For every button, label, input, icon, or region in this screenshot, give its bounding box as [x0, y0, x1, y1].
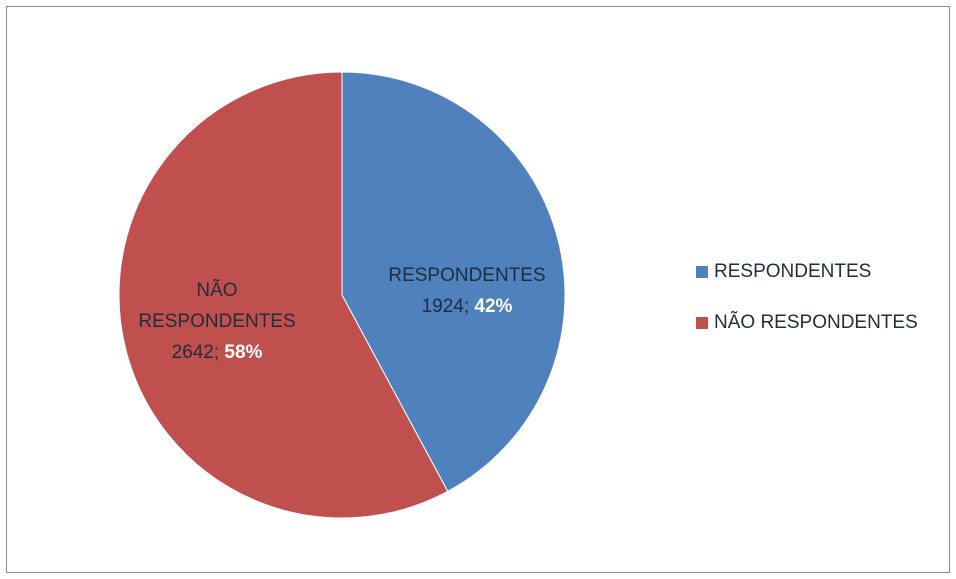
data-label-percent: 42% — [474, 296, 513, 317]
data-label-value: 2642 — [171, 342, 214, 363]
data-label-separator: ; — [463, 296, 475, 317]
legend-item-nao-respondentes: NÃO RESPONDENTES — [696, 309, 918, 337]
data-label-nao-respondentes: NÃO RESPONDENTES 2642; 58% — [107, 275, 327, 368]
data-label-respondentes: RESPONDENTES 1924; 42% — [367, 260, 567, 322]
legend-label: RESPONDENTES — [714, 261, 872, 282]
pie-slice-respondentes — [341, 71, 566, 493]
pie-slice-nao-respondentes — [118, 71, 449, 519]
chart-area: RESPONDENTES 1924; 42% NÃO RESPONDENTES … — [6, 6, 950, 573]
data-label-value: 1924 — [421, 296, 464, 317]
data-label-separator: ; — [213, 342, 225, 363]
data-label-category: NÃO RESPONDENTES — [138, 280, 296, 332]
data-label-percent: 58% — [224, 342, 263, 363]
legend-swatch-respondentes — [696, 266, 708, 278]
data-label-category: RESPONDENTES — [388, 265, 546, 286]
pie-chart — [118, 71, 566, 519]
legend-item-respondentes: RESPONDENTES — [696, 258, 918, 286]
legend: RESPONDENTES NÃO RESPONDENTES — [696, 258, 918, 360]
legend-label: NÃO RESPONDENTES — [714, 312, 918, 333]
legend-swatch-nao-respondentes — [696, 317, 708, 329]
